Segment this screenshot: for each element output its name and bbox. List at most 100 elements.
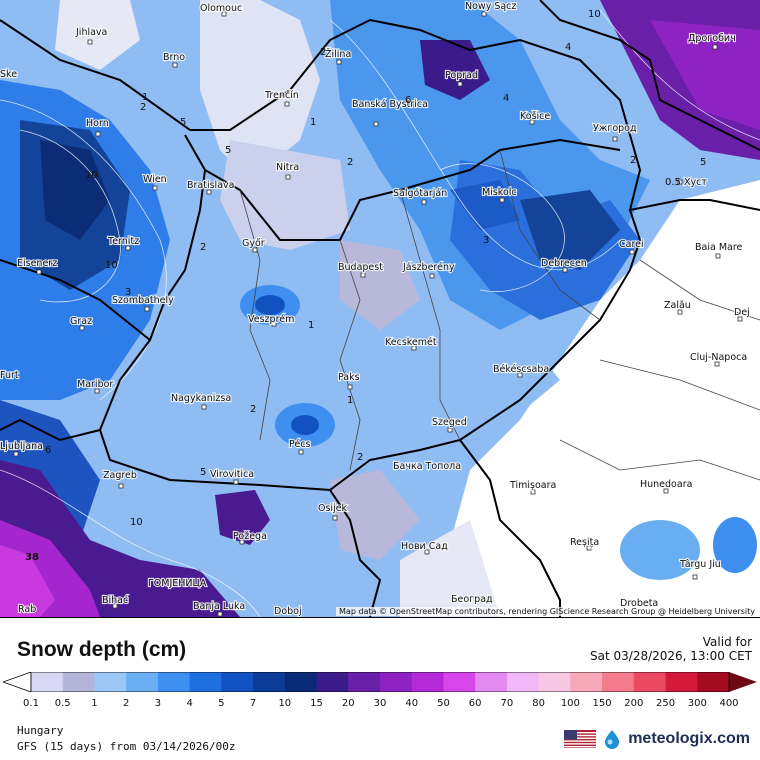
- contour-label: 1: [142, 92, 148, 103]
- colorbar-tick-label: 20: [341, 698, 355, 709]
- city-paks: Paks: [338, 372, 360, 383]
- city-virovitica: Virovitica: [210, 469, 254, 480]
- city-dot-wien: [152, 185, 158, 191]
- contour-label: 2: [200, 242, 206, 253]
- city-dot-targu-jiu: [692, 574, 698, 580]
- pocket-pecs-core: [291, 415, 319, 435]
- city-szombathely: Szombathely: [112, 295, 174, 306]
- city-dot-carei: [629, 249, 635, 255]
- contour-label: 3: [483, 235, 489, 246]
- contour-label: 10: [130, 517, 143, 528]
- pocket-veszprem-core: [255, 295, 285, 315]
- colorbar-swatch: [253, 672, 286, 692]
- contour-label: 10: [85, 170, 98, 181]
- city-dot-osijek: [332, 515, 338, 521]
- colorbar-tick-label: 200: [624, 698, 644, 709]
- city-budapest: Budapest: [338, 262, 383, 273]
- city-eisenerz: Eisenerz: [17, 258, 57, 269]
- city-banja-luka: Banja Luka: [193, 601, 245, 612]
- city-bihac: Bihać: [102, 595, 128, 606]
- band-7-debrecen: [520, 190, 620, 270]
- city-dot-timisoara: [530, 489, 536, 495]
- city-poprad: Poprad: [445, 70, 478, 81]
- city-baia-mare: Baia Mare: [695, 242, 743, 253]
- city-dot-olomouc: [221, 11, 227, 17]
- region-name: Hungary: [17, 724, 64, 737]
- city-jihlava: Jihlava: [75, 27, 107, 38]
- city-dot-kosice: [529, 119, 535, 125]
- city-furt: Furt: [0, 370, 19, 381]
- colorbar: [3, 672, 757, 692]
- city-dot-nitra: [285, 174, 291, 180]
- city-backa-topola: Бачка Топола: [393, 461, 461, 472]
- city-dot-nagykanizsa: [201, 404, 207, 410]
- brand[interactable]: meteologix.com: [564, 729, 750, 749]
- contour-label: 5: [225, 145, 231, 156]
- city-khust: Хуст: [684, 177, 707, 188]
- colorbar-tick-label: 4: [186, 698, 193, 709]
- colorbar-swatch: [284, 672, 318, 692]
- contour-label: 5: [200, 467, 206, 478]
- city-dot-horn: [95, 131, 101, 137]
- pocket-targu-jiu: [713, 517, 757, 573]
- band-1-plain: [420, 300, 560, 430]
- city-pozega: Požega: [233, 531, 267, 542]
- city-dot-jihlava: [87, 39, 93, 45]
- city-dot-resita: [586, 545, 592, 551]
- contour-label: 2: [320, 47, 326, 58]
- brand-name: meteologix.com: [628, 730, 750, 747]
- legend-title: Snow depth (cm): [17, 638, 187, 661]
- contour-label: 4: [503, 93, 509, 104]
- city-dot-uzhhorod: [612, 136, 618, 142]
- contour-label: 5: [180, 117, 186, 128]
- admin-boundaries: [239, 149, 760, 481]
- city-zalau: Zalău: [664, 300, 691, 311]
- city-dot-budapest: [360, 272, 366, 278]
- city-trencin: Trenčín: [264, 90, 299, 101]
- colorbar-tick-label: 0.1: [23, 698, 39, 709]
- city-dot-nowy-sacz: [481, 11, 487, 17]
- city-dot-pozega: [239, 539, 245, 545]
- city-dot-brno: [172, 62, 178, 68]
- valid-for-label: Valid for: [702, 635, 752, 649]
- colorbar-tick-label: 15: [310, 698, 323, 709]
- contour-label-max: 38: [25, 552, 39, 563]
- city-doboj: Doboj: [274, 606, 302, 617]
- colorbar-tick-label: 40: [405, 698, 419, 709]
- colorbar-swatch: [348, 672, 381, 692]
- colorbar-tick-label: 5: [218, 698, 225, 709]
- city-szeged: Szeged: [432, 417, 467, 428]
- colorbar-tick-label: 2: [122, 698, 130, 709]
- city-dot-paks: [347, 384, 353, 390]
- colorbar-tick-label: 250: [655, 698, 676, 709]
- contour-label: 2: [347, 157, 353, 168]
- contour-label: 2: [357, 452, 363, 463]
- colorbar-underflow: [3, 672, 32, 692]
- colorbar-swatch: [665, 672, 698, 692]
- colorbar-ticks: 0.1 0.5 1 2 3 4 5 7 10 15 20 30 40 50 60 70 80 100 150 200 2…: [0, 698, 760, 712]
- colorbar-swatch: [380, 672, 413, 692]
- us-flag-icon[interactable]: [564, 730, 597, 748]
- colorbar-swatch: [570, 672, 603, 692]
- city-bekescsaba: Békéscsaba: [493, 364, 549, 375]
- city-markers: Olomouc Nowy Sącz Jihlava Žilina Дрогоби…: [0, 0, 751, 617]
- contour-label: 0.5: [665, 177, 681, 188]
- band-05-budapest: [340, 240, 420, 330]
- colorbar-swatch: [316, 672, 349, 692]
- city-dot-drohobych: [712, 44, 718, 50]
- band-15-pozega: [215, 490, 270, 545]
- city-dot-novi-sad: [424, 549, 430, 555]
- colorbar-frame: [30, 672, 730, 692]
- city-drobeta: Drobeta: [620, 598, 658, 609]
- city-dot-eisenerz: [36, 269, 42, 275]
- city-maribor: Maribor: [77, 379, 113, 390]
- map-attribution: Map data © OpenStreetMap contributors, r…: [336, 607, 758, 616]
- band-40-croatia: [0, 545, 55, 617]
- city-gomjenica: ГОМЈЕНИЦА: [148, 578, 207, 589]
- city-carei: Carei: [619, 239, 644, 250]
- band-10-poprad: [420, 40, 490, 100]
- map-canvas: Olomouc Nowy Sącz Jihlava Žilina Дрогоби…: [0, 0, 760, 617]
- city-dot-zilina: [336, 59, 342, 65]
- city-dot-dej: [737, 316, 743, 322]
- lightsnow-area-beograd: [400, 520, 500, 617]
